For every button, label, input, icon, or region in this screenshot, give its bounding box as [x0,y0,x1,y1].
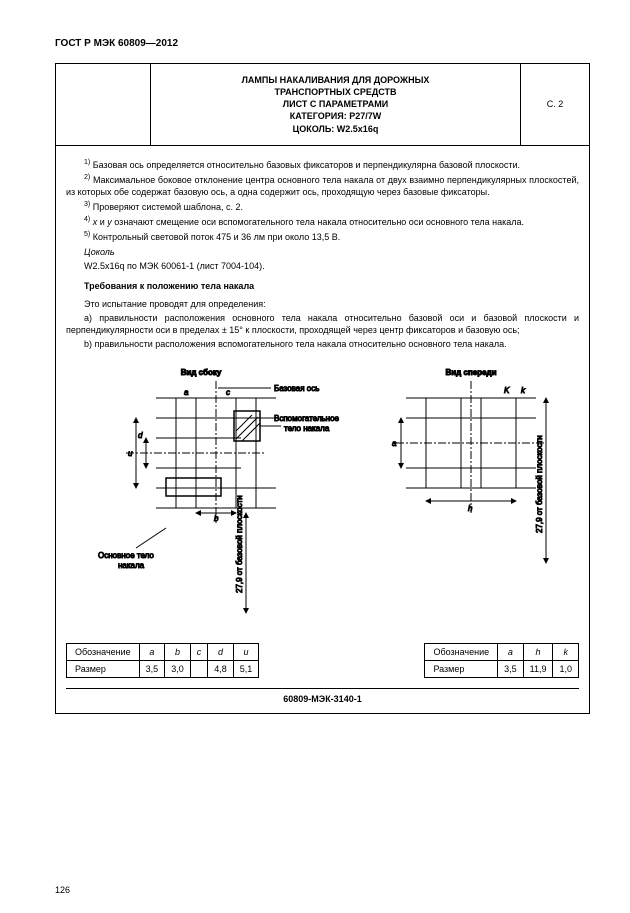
tl-h2: b [165,643,191,660]
tl-r4: 4,8 [208,660,234,677]
lbl-base-axis: Базовая ось [274,384,319,393]
title-mid-cell: ЛАМПЫ НАКАЛИВАНИЯ ДЛЯ ДОРОЖНЫХ ТРАНСПОРТ… [151,64,521,145]
page-number: 126 [55,885,70,895]
svg-text:k: k [521,386,526,395]
diag-left-title: Вид сбоку [181,368,222,377]
tr-h1: a [498,643,524,660]
title-left-cell [56,64,151,145]
note-5: 5) Контрольный световой поток 475 и 36 л… [66,230,579,243]
tl-h4: d [208,643,234,660]
table-right: Обозначение a h k Размер 3,5 11,9 1,0 [424,643,579,678]
svg-text:a: a [392,439,397,448]
tr-h3: k [553,643,579,660]
title-line1: ЛАМПЫ НАКАЛИВАНИЯ ДЛЯ ДОРОЖНЫХ [157,74,514,86]
content-box: 1) Базовая ось определяется относительно… [55,146,590,714]
svg-text:накала: накала [118,561,145,570]
tl-h1: a [139,643,165,660]
tl-h5: u [233,643,259,660]
tl-h3: c [190,643,208,660]
tl-r3 [190,660,208,677]
requirements-head: Требования к положению тела накала [66,280,579,292]
cokol-line: W2.5x16q по МЭК 60061-1 (лист 7004-104). [66,260,579,272]
title-line5: ЦОКОЛЬ: W2.5x16q [157,123,514,135]
title-line2: ТРАНСПОРТНЫХ СРЕДСТВ [157,86,514,98]
tr-r2: 11,9 [523,660,553,677]
diagram-area: Вид сбоку [66,363,579,633]
note-1: 1) Базовая ось определяется относительно… [66,158,579,171]
title-line3: ЛИСТ С ПАРАМЕТРАМИ [157,98,514,110]
svg-text:h: h [468,504,473,513]
item-a: a) правильности расположения основного т… [66,312,579,336]
tr-r3: 1,0 [553,660,579,677]
footer-code: 60809-МЭК-3140-1 [66,688,579,705]
lbl-27-9-right: 27,9 от базовой плоскости [535,435,544,533]
svg-text:a: a [184,388,189,397]
svg-text:b: b [214,514,219,523]
svg-text:тело накала: тело накала [284,424,330,433]
intro-line: Это испытание проводят для определения: [66,298,579,310]
table-left: Обозначение a b c d u Размер 3,5 3,0 4,8… [66,643,259,678]
lbl-aux-filament: Вспомогательное [274,414,340,423]
tl-r0: Размер [67,660,140,677]
svg-text:u: u [128,449,133,458]
svg-text:c: c [226,388,230,397]
page: ГОСТ Р МЭК 60809—2012 ЛАМПЫ НАКАЛИВАНИЯ … [0,0,630,913]
tl-r2: 3,0 [165,660,191,677]
title-line4: КАТЕГОРИЯ: P27/7W [157,110,514,122]
svg-text:d: d [138,431,143,440]
lbl-main-filament: Основное тело [98,551,154,560]
item-b: b) правильности расположения вспомогател… [66,338,579,350]
tables-row: Обозначение a b c d u Размер 3,5 3,0 4,8… [66,643,579,678]
doc-standard-header: ГОСТ Р МЭК 60809—2012 [55,38,590,49]
tr-h2: h [523,643,553,660]
tl-r1: 3,5 [139,660,165,677]
tr-r0: Размер [425,660,498,677]
tl-r5: 5,1 [233,660,259,677]
svg-text:K: K [504,386,510,395]
cokol-head: Цоколь [66,246,579,258]
title-page-cell: C. 2 [521,64,589,145]
tr-h0: Обозначение [425,643,498,660]
technical-diagram: Вид сбоку [66,363,576,633]
title-box: ЛАМПЫ НАКАЛИВАНИЯ ДЛЯ ДОРОЖНЫХ ТРАНСПОРТ… [55,63,590,146]
note-3: 3) Проверяют системой шаблона, с. 2. [66,200,579,213]
tr-r1: 3,5 [498,660,524,677]
diag-right-title: Вид спереди [445,368,496,377]
note-2: 2) Максимальное боковое отклонение центр… [66,173,579,198]
lbl-27-9-left: 27,9 от базовой плоскости [235,495,244,593]
note-4: 4) x и y означают смещение оси вспомогат… [66,215,579,228]
tl-h0: Обозначение [67,643,140,660]
